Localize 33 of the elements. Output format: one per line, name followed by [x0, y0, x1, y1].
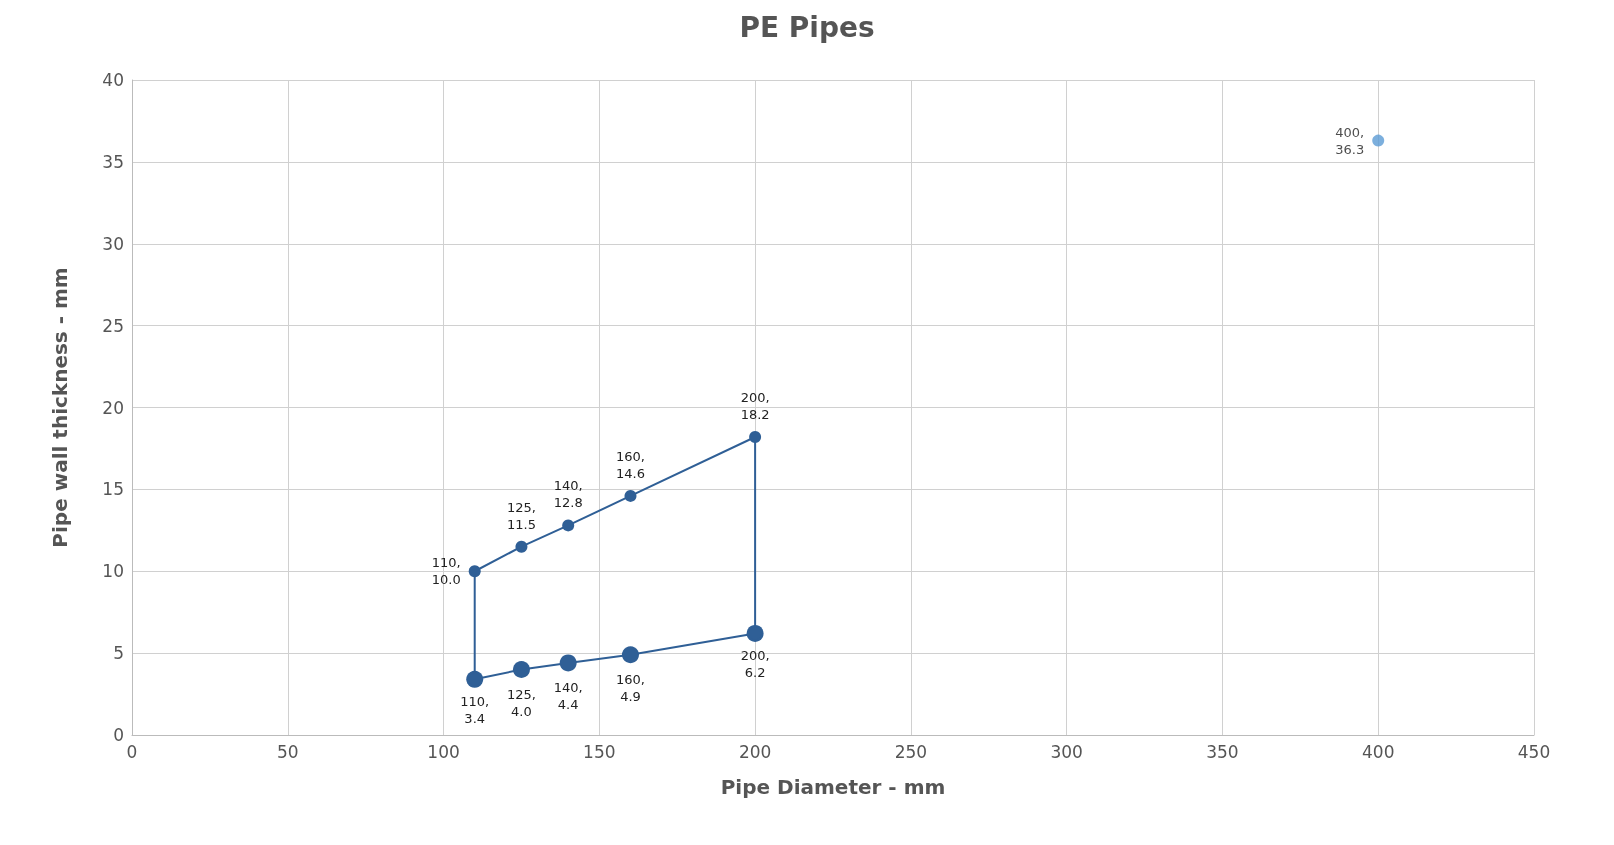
data-label: 400, 36.3 — [1335, 124, 1365, 157]
data-label: 125, 4.0 — [506, 687, 536, 719]
data-label: 110, 10.0 — [431, 555, 461, 588]
x-tick-label: 100 — [427, 741, 460, 762]
y-tick-label: 10 — [102, 561, 124, 582]
x-tick-label: 250 — [894, 741, 928, 762]
x-axis-title: Pipe Diameter - mm — [720, 775, 946, 799]
y-tick-label: 5 — [113, 643, 124, 664]
y-axis-title: Pipe wall thickness - mm — [48, 267, 72, 548]
y-tick-label: 35 — [102, 151, 124, 172]
x-tick-label: 150 — [583, 741, 616, 762]
x-tick-label: 50 — [276, 741, 299, 762]
y-tick-label: 30 — [102, 233, 124, 254]
chart-title: PE Pipes — [739, 10, 875, 44]
x-tick-label: 300 — [1050, 741, 1083, 762]
data-label: 200, 6.2 — [740, 648, 770, 681]
data-label: 160, 4.9 — [616, 672, 645, 705]
x-tick-label: 450 — [1517, 741, 1551, 762]
data-label: 160, 14.6 — [616, 448, 645, 481]
data-label: 140, 4.4 — [553, 680, 583, 713]
y-tick-label: 0 — [113, 725, 124, 745]
data-label: 200, 18.2 — [740, 389, 770, 422]
y-tick-label: 20 — [102, 397, 124, 418]
x-tick-label: 400 — [1362, 741, 1395, 762]
y-tick-label: 15 — [102, 479, 124, 500]
y-tick-label: 40 — [102, 70, 124, 90]
x-tick-label: 200 — [738, 741, 772, 762]
x-tick-label: 0 — [126, 741, 138, 762]
data-label: 125, 11.5 — [506, 499, 536, 532]
data-label: 140, 12.8 — [553, 478, 583, 511]
y-tick-label: 25 — [102, 315, 124, 336]
data-label: 110, 3.4 — [460, 694, 490, 727]
x-tick-label: 350 — [1206, 741, 1239, 762]
